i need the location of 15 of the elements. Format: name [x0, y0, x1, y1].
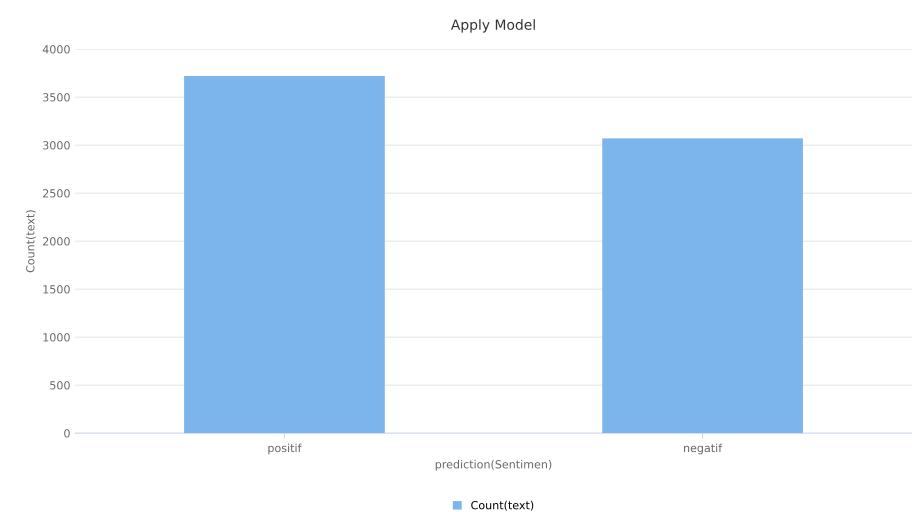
x-tick-label: positif	[268, 444, 302, 454]
chart-title: Apply Model	[450, 19, 535, 33]
y-tick-label: 3000	[43, 141, 70, 150]
y-tick-label: 1500	[43, 285, 70, 294]
y-tick-label: 4000	[42, 45, 70, 54]
legend-label: Count(text)	[471, 500, 534, 511]
y-tick-label: 500	[50, 381, 70, 390]
x-axis-title: prediction(Sentimen)	[436, 460, 552, 471]
y-tick-label: 2500	[43, 189, 70, 198]
y-tick-label: 0	[64, 429, 70, 438]
y-axis-title: Count(text)	[26, 210, 36, 272]
y-tick-label: 3500	[43, 93, 70, 102]
y-tick-label: 2000	[43, 237, 70, 246]
x-tick-label: negatif	[684, 444, 722, 454]
y-tick-label: 1000	[43, 333, 70, 342]
